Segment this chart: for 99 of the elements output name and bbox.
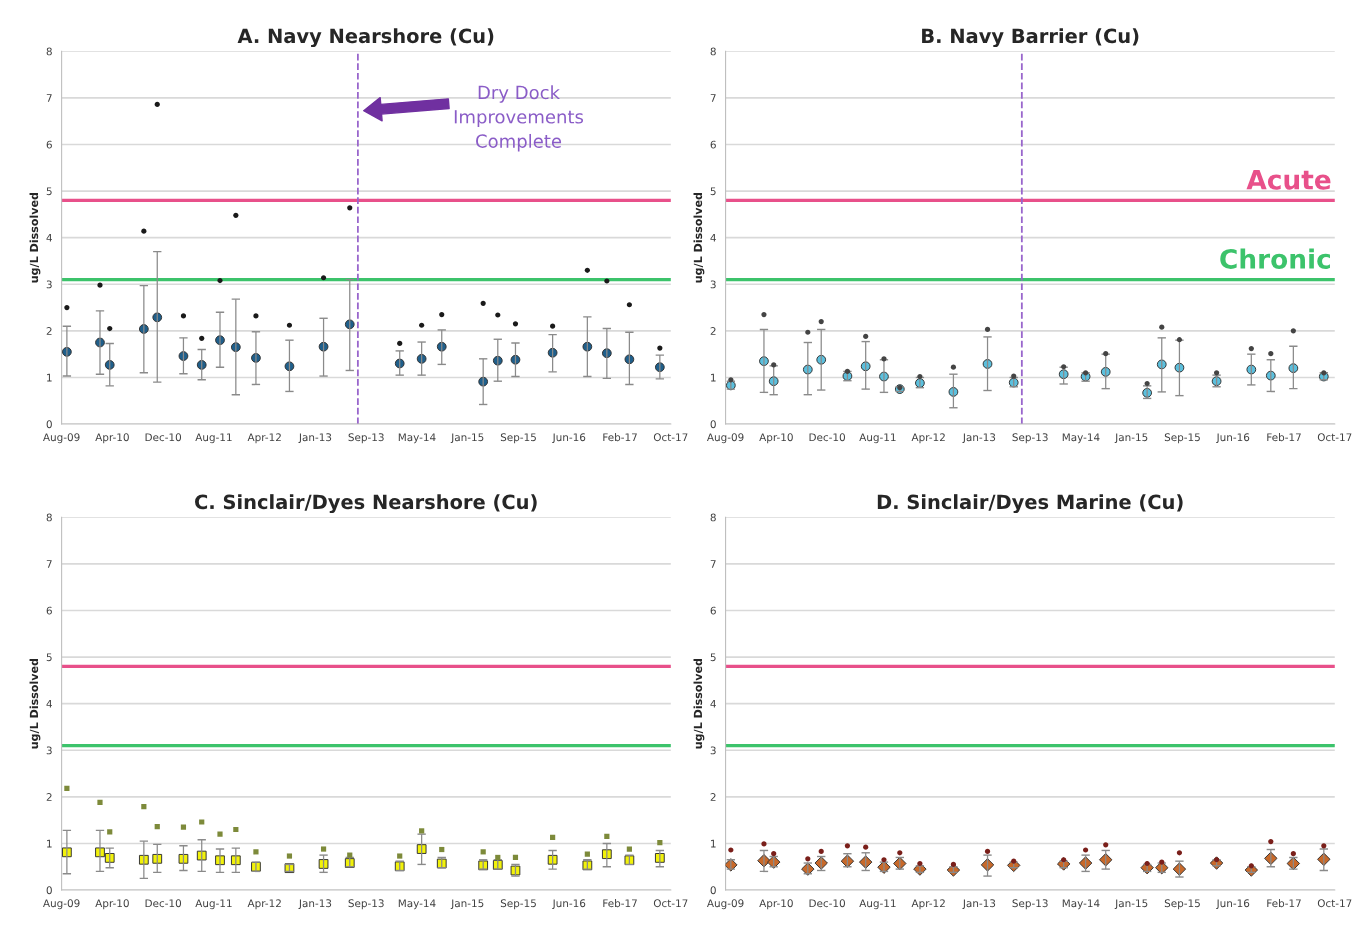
x-tick-label: Sep-15 [1164, 433, 1200, 444]
x-tick-label: Sep-13 [1012, 899, 1048, 910]
y-axis-title: ug/L Dissolved [693, 192, 705, 283]
y-tick-label: 7 [710, 560, 716, 568]
y-tick-label: 6 [710, 606, 716, 615]
x-tick-label: Sep-15 [500, 899, 536, 910]
x-tick-label: Sep-13 [348, 899, 384, 910]
x-tick-label: May-14 [1062, 899, 1100, 910]
x-tick-label: Oct-17 [653, 433, 688, 442]
x-tick-label: Feb-17 [1267, 899, 1301, 908]
x-tick-label: Apr-12 [911, 433, 945, 444]
x-tick-label: Jan-15 [450, 899, 484, 910]
x-tick-label: Aug-11 [859, 899, 896, 910]
x-tick-label: Apr-12 [247, 899, 281, 910]
y-tick-label: 3 [46, 746, 52, 755]
x-tick-label: Jun-16 [1216, 433, 1250, 444]
y-tick-label: 7 [710, 94, 716, 102]
x-tick-label: Oct-17 [653, 899, 688, 908]
y-tick-label: 0 [46, 886, 52, 895]
y-tick-label: 8 [46, 513, 52, 522]
y-tick-label: 6 [46, 606, 52, 615]
x-tick-label: Sep-15 [500, 433, 536, 444]
x-tick-label: Sep-13 [1012, 433, 1048, 444]
y-tick-label: 3 [710, 746, 716, 755]
x-tick-label: Aug-11 [195, 433, 232, 444]
y-tick-label: 2 [710, 793, 716, 801]
y-axis-title: ug/L Dissolved [29, 192, 41, 283]
x-tick-label: Aug-11 [859, 433, 896, 444]
y-tick-label: 3 [710, 280, 716, 289]
y-tick-label: 0 [46, 420, 52, 429]
x-tick-label: Jan-15 [450, 433, 484, 444]
y-tick-label: 5 [46, 187, 52, 196]
y-tick-label: 4 [710, 234, 716, 242]
y-tick-label: 2 [46, 793, 52, 801]
y-tick-label: 3 [46, 280, 52, 289]
y-tick-label: 4 [46, 700, 52, 708]
x-tick-label: Dec-10 [145, 899, 182, 908]
x-tick-label: Jan-13 [298, 433, 332, 444]
ref-line-label: Chronic [1220, 248, 1330, 269]
y-tick-label: 4 [710, 700, 716, 708]
x-tick-label: Feb-17 [603, 899, 637, 908]
y-tick-label: 5 [710, 653, 716, 662]
y-tick-label: 0 [710, 420, 716, 429]
x-tick-label: Jun-16 [552, 899, 586, 910]
x-tick-label: May-14 [398, 433, 436, 444]
x-tick-label: Oct-17 [1317, 433, 1352, 442]
x-tick-label: Apr-10 [95, 433, 129, 444]
y-axis-title: ug/L Dissolved [29, 658, 41, 749]
x-tick-label: Apr-12 [247, 433, 281, 444]
x-tick-label: Oct-17 [1317, 899, 1352, 908]
x-tick-label: May-14 [1062, 433, 1100, 444]
y-tick-label: 2 [710, 327, 716, 335]
x-tick-label: Apr-10 [759, 433, 793, 444]
x-tick-label: Jan-13 [962, 433, 996, 444]
y-tick-label: 6 [46, 140, 52, 149]
y-tick-label: 8 [46, 47, 52, 56]
ref-line-label: Acute [1246, 170, 1331, 190]
x-tick-label: Feb-17 [1267, 433, 1301, 442]
y-tick-label: 1 [711, 839, 716, 848]
y-tick-label: 8 [710, 47, 716, 56]
x-tick-label: Aug-11 [195, 899, 232, 910]
y-tick-label: 1 [711, 373, 716, 382]
y-tick-label: 1 [47, 839, 52, 848]
chart-title: A. Navy Nearshore (Cu) [237, 28, 494, 48]
x-tick-label: May-14 [398, 899, 436, 910]
y-tick-label: 1 [47, 373, 52, 382]
x-tick-label: Jun-16 [1216, 899, 1250, 910]
x-tick-label: Dec-10 [145, 433, 182, 442]
y-tick-label: 4 [46, 234, 52, 242]
x-tick-label: Feb-17 [603, 433, 637, 442]
annotation: Dry Dock Improvements Complete [454, 85, 584, 152]
y-tick-label: 0 [710, 886, 716, 895]
chart-title: B. Navy Barrier (Cu) [922, 28, 1139, 48]
x-tick-label: Jan-15 [1114, 433, 1148, 444]
y-tick-label: 5 [710, 187, 716, 196]
x-tick-label: Aug-09 [43, 899, 80, 910]
x-tick-label: Aug-09 [706, 899, 744, 910]
chart-title: C. Sinclair/Dyes Nearshore (Cu) [195, 494, 537, 514]
x-tick-label: Jun-16 [552, 433, 586, 444]
y-tick-label: 5 [46, 653, 52, 662]
y-tick-label: 2 [46, 327, 52, 335]
x-tick-label: Sep-15 [1164, 899, 1200, 910]
x-tick-label: Jan-13 [298, 899, 332, 910]
x-tick-label: Aug-09 [43, 433, 80, 444]
x-tick-label: Sep-13 [348, 433, 384, 444]
chart-title: D. Sinclair/Dyes Marine (Cu) [877, 494, 1183, 514]
y-axis-title: ug/L Dissolved [693, 658, 705, 749]
x-tick-label: Dec-10 [809, 899, 845, 908]
x-tick-label: Apr-10 [95, 899, 129, 910]
y-tick-label: 8 [710, 513, 716, 522]
x-tick-label: Apr-10 [759, 899, 793, 910]
x-tick-label: Jan-15 [1114, 899, 1148, 910]
x-tick-label: Aug-09 [706, 433, 744, 444]
x-tick-label: Jan-13 [962, 899, 996, 910]
y-tick-label: 7 [46, 94, 52, 102]
y-tick-label: 7 [46, 560, 52, 568]
x-tick-label: Apr-12 [911, 899, 945, 910]
y-tick-label: 6 [710, 140, 716, 149]
x-tick-label: Dec-10 [809, 433, 845, 442]
